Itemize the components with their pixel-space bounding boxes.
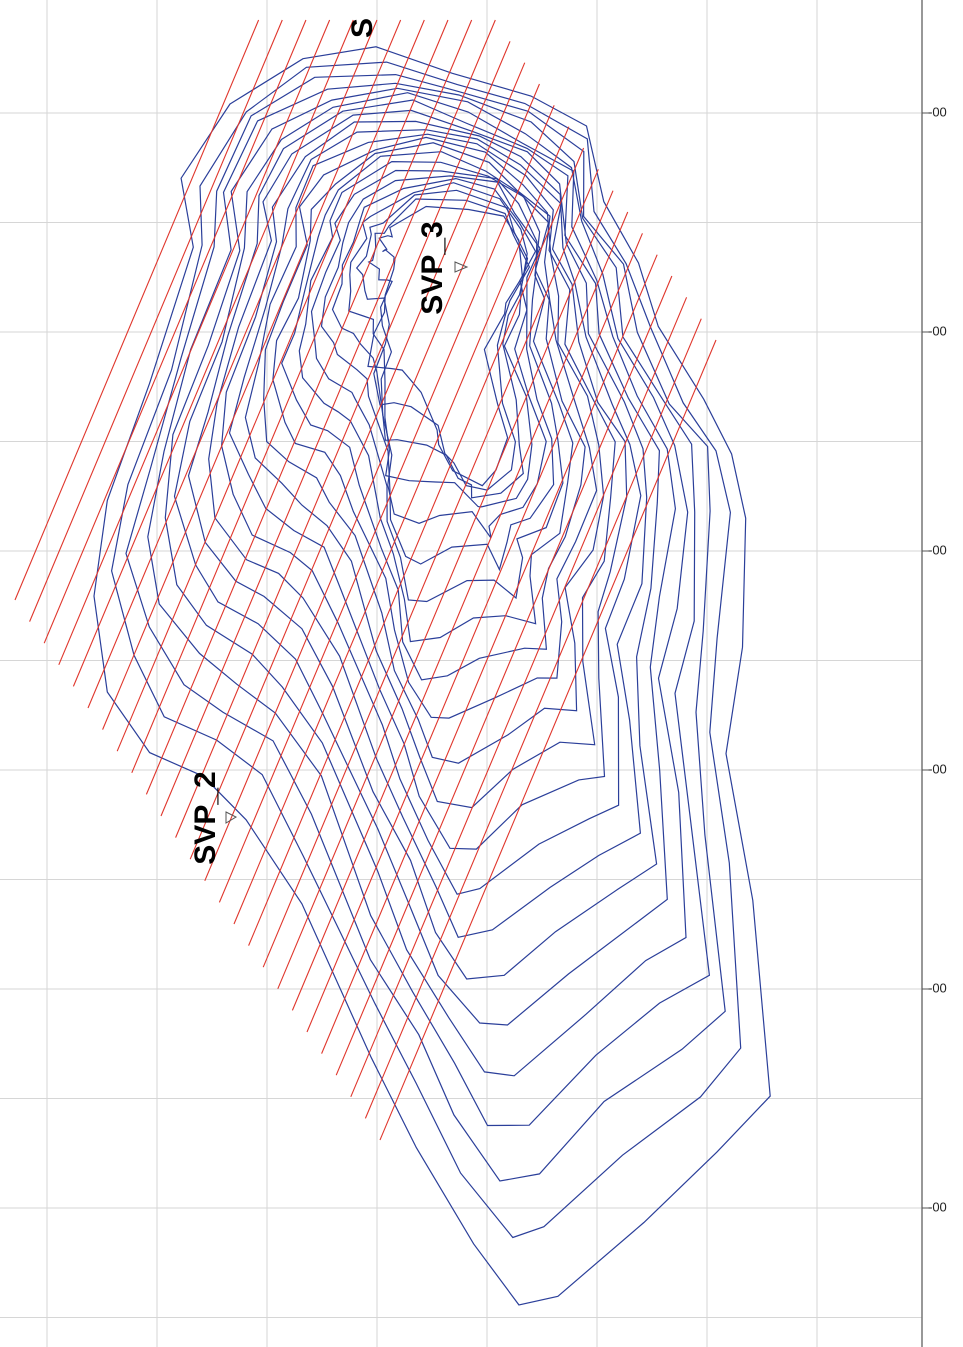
survey-line bbox=[322, 255, 658, 1054]
map: -00 -00 -00 -00 -00 -00 S SVP_3 SVP_2 bbox=[0, 0, 963, 1347]
survey-line bbox=[30, 20, 283, 622]
survey-line bbox=[132, 20, 448, 773]
survey-line bbox=[88, 20, 377, 708]
survey-line bbox=[15, 20, 259, 600]
label: S bbox=[346, 18, 379, 38]
survey-line bbox=[103, 20, 401, 730]
survey-line bbox=[380, 340, 716, 1140]
survey-line bbox=[351, 297, 687, 1096]
survey-line bbox=[161, 20, 495, 816]
axis-label: -00 bbox=[928, 980, 947, 995]
label: SVP_2 bbox=[189, 771, 222, 864]
survey-line bbox=[176, 41, 510, 837]
survey-line bbox=[365, 319, 701, 1119]
axis: -00 -00 -00 -00 -00 -00 bbox=[922, 104, 947, 1214]
survey-line bbox=[73, 20, 353, 686]
axis-label: -00 bbox=[928, 1199, 947, 1214]
axis-label: -00 bbox=[928, 542, 947, 557]
survey-line bbox=[234, 127, 569, 924]
axis-label: -00 bbox=[928, 104, 947, 119]
survey-line bbox=[190, 63, 525, 860]
label: SVP_3 bbox=[416, 221, 449, 314]
grid bbox=[0, 0, 922, 1347]
axis-label: -00 bbox=[928, 323, 947, 338]
axis-label: -00 bbox=[928, 761, 947, 776]
survey-line bbox=[336, 276, 672, 1075]
